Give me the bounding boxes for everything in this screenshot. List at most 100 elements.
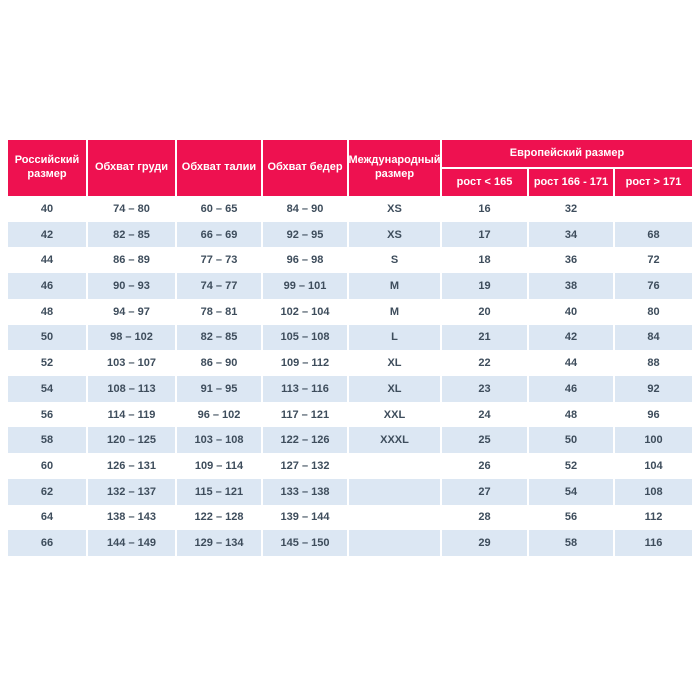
header-height-166-171: рост 166 - 171 bbox=[529, 169, 613, 196]
table-cell: 120 – 125 bbox=[88, 427, 175, 454]
header-international-size: Международный размер bbox=[349, 140, 441, 196]
table-row: 54 108 – 113 91 – 95 113 – 116 XL 23 46 92 bbox=[8, 376, 692, 402]
table-cell: 80 bbox=[615, 298, 692, 325]
table-cell: 138 – 143 bbox=[88, 504, 175, 531]
table-cell: 76 bbox=[615, 273, 692, 299]
table-cell: 60 bbox=[8, 453, 86, 479]
table-cell: M bbox=[349, 273, 440, 299]
table-cell: 92 – 95 bbox=[263, 221, 347, 248]
table-cell: 42 bbox=[529, 324, 613, 351]
table-cell: 84 bbox=[615, 324, 692, 351]
table-cell: 105 – 108 bbox=[263, 324, 347, 351]
table-cell: 40 bbox=[529, 298, 613, 325]
table-cell: 90 – 93 bbox=[88, 273, 175, 299]
table-row: 50 98 – 102 82 – 85 105 – 108 L 21 42 84 bbox=[8, 324, 692, 351]
table-cell: 68 bbox=[615, 221, 692, 248]
table-row: 56 114 – 119 96 – 102 117 – 121 XXL 24 48 96 bbox=[8, 401, 692, 428]
table-cell: 133 – 138 bbox=[263, 478, 347, 505]
table-cell: 98 – 102 bbox=[88, 324, 175, 351]
table-cell: 112 bbox=[615, 504, 692, 531]
table-cell: L bbox=[349, 324, 440, 351]
table-cell: 104 bbox=[615, 453, 692, 479]
table-cell: 88 bbox=[615, 350, 692, 377]
table-cell: 116 bbox=[615, 530, 692, 557]
table-cell: 23 bbox=[442, 376, 527, 402]
header-russian-size: Российский размер bbox=[8, 140, 86, 196]
table-cell: 29 bbox=[442, 530, 527, 557]
table-cell: 58 bbox=[8, 427, 86, 454]
table-cell: 20 bbox=[442, 298, 527, 325]
table-cell: 54 bbox=[8, 376, 86, 402]
table-cell: 60 – 65 bbox=[177, 196, 261, 222]
table-cell: 26 bbox=[442, 453, 527, 479]
header-chest: Обхват груди bbox=[88, 140, 175, 196]
table-cell: 117 – 121 bbox=[263, 401, 347, 428]
table-cell: 48 bbox=[8, 298, 86, 325]
table-cell: 100 bbox=[615, 427, 692, 454]
table-header: Российский размер Обхват груди Обхват та… bbox=[8, 140, 692, 196]
table-cell: 40 bbox=[8, 196, 86, 222]
table-cell: 78 – 81 bbox=[177, 298, 261, 325]
header-hips: Обхват бедер bbox=[263, 140, 347, 196]
table-cell: 132 – 137 bbox=[88, 478, 175, 505]
table-cell: 38 bbox=[529, 273, 613, 299]
table-cell: 96 – 98 bbox=[263, 247, 347, 274]
table-cell: 42 bbox=[8, 221, 86, 248]
table-cell: 74 – 80 bbox=[88, 196, 175, 222]
table-cell: 56 bbox=[8, 401, 86, 428]
table-cell: 144 – 149 bbox=[88, 530, 175, 557]
table-cell: 115 – 121 bbox=[177, 478, 261, 505]
header-european-size: Европейский размер bbox=[442, 140, 692, 167]
table-cell: 22 bbox=[442, 350, 527, 377]
table-cell: 96 bbox=[615, 401, 692, 428]
table-cell: 108 bbox=[615, 478, 692, 505]
table-cell: 46 bbox=[529, 376, 613, 402]
table-cell: 24 bbox=[442, 401, 527, 428]
table-cell: 145 – 150 bbox=[263, 530, 347, 557]
table-cell: XS bbox=[349, 196, 440, 222]
table-cell: 102 – 104 bbox=[263, 298, 347, 325]
table-cell: 77 – 73 bbox=[177, 247, 261, 274]
table-row: 60 126 – 131 109 – 114 127 – 132 26 52 104 bbox=[8, 453, 692, 479]
table-cell: 103 – 108 bbox=[177, 427, 261, 454]
table-cell: 91 – 95 bbox=[177, 376, 261, 402]
table-cell: XL bbox=[349, 350, 440, 377]
table-cell bbox=[615, 196, 692, 222]
table-row: 52 103 – 107 86 – 90 109 – 112 XL 22 44 88 bbox=[8, 350, 692, 377]
table-cell: 139 – 144 bbox=[263, 504, 347, 531]
table-cell: 129 – 134 bbox=[177, 530, 261, 557]
table-cell: 99 – 101 bbox=[263, 273, 347, 299]
table-cell: 50 bbox=[8, 324, 86, 351]
table-row: 58 120 – 125 103 – 108 122 – 126 XXXL 25 50 100 bbox=[8, 427, 692, 454]
table-cell bbox=[349, 504, 440, 531]
table-cell: 72 bbox=[615, 247, 692, 274]
table-cell: 84 – 90 bbox=[263, 196, 347, 222]
table-cell: 58 bbox=[529, 530, 613, 557]
table-cell: 17 bbox=[442, 221, 527, 248]
table-row: 62 132 – 137 115 – 121 133 – 138 27 54 108 bbox=[8, 478, 692, 505]
table-cell: 82 – 85 bbox=[177, 324, 261, 351]
table-cell: 94 – 97 bbox=[88, 298, 175, 325]
table-row: 66 144 – 149 129 – 134 145 – 150 29 58 116 bbox=[8, 530, 692, 557]
table-cell: 86 – 90 bbox=[177, 350, 261, 377]
table-body: 40 74 – 80 60 – 65 84 – 90 XS 16 32 42 82 – 85 66… bbox=[8, 196, 692, 557]
table-cell: 50 bbox=[529, 427, 613, 454]
table-cell: 34 bbox=[529, 221, 613, 248]
table-cell: 19 bbox=[442, 273, 527, 299]
table-row: 48 94 – 97 78 – 81 102 – 104 M 20 40 80 bbox=[8, 298, 692, 325]
table-cell bbox=[349, 478, 440, 505]
table-cell: 56 bbox=[529, 504, 613, 531]
table-cell: 92 bbox=[615, 376, 692, 402]
table-cell: 114 – 119 bbox=[88, 401, 175, 428]
header-waist: Обхват талии bbox=[177, 140, 261, 196]
table-cell: 86 – 89 bbox=[88, 247, 175, 274]
table-cell: 46 bbox=[8, 273, 86, 299]
table-cell: 62 bbox=[8, 478, 86, 505]
size-table: Российский размер Обхват груди Обхват та… bbox=[8, 140, 692, 557]
table-cell: 122 – 128 bbox=[177, 504, 261, 531]
table-row: 42 82 – 85 66 – 69 92 – 95 XS 17 34 68 bbox=[8, 221, 692, 248]
table-row: 64 138 – 143 122 – 128 139 – 144 28 56 112 bbox=[8, 504, 692, 531]
table-cell: M bbox=[349, 298, 440, 325]
table-cell: XL bbox=[349, 376, 440, 402]
